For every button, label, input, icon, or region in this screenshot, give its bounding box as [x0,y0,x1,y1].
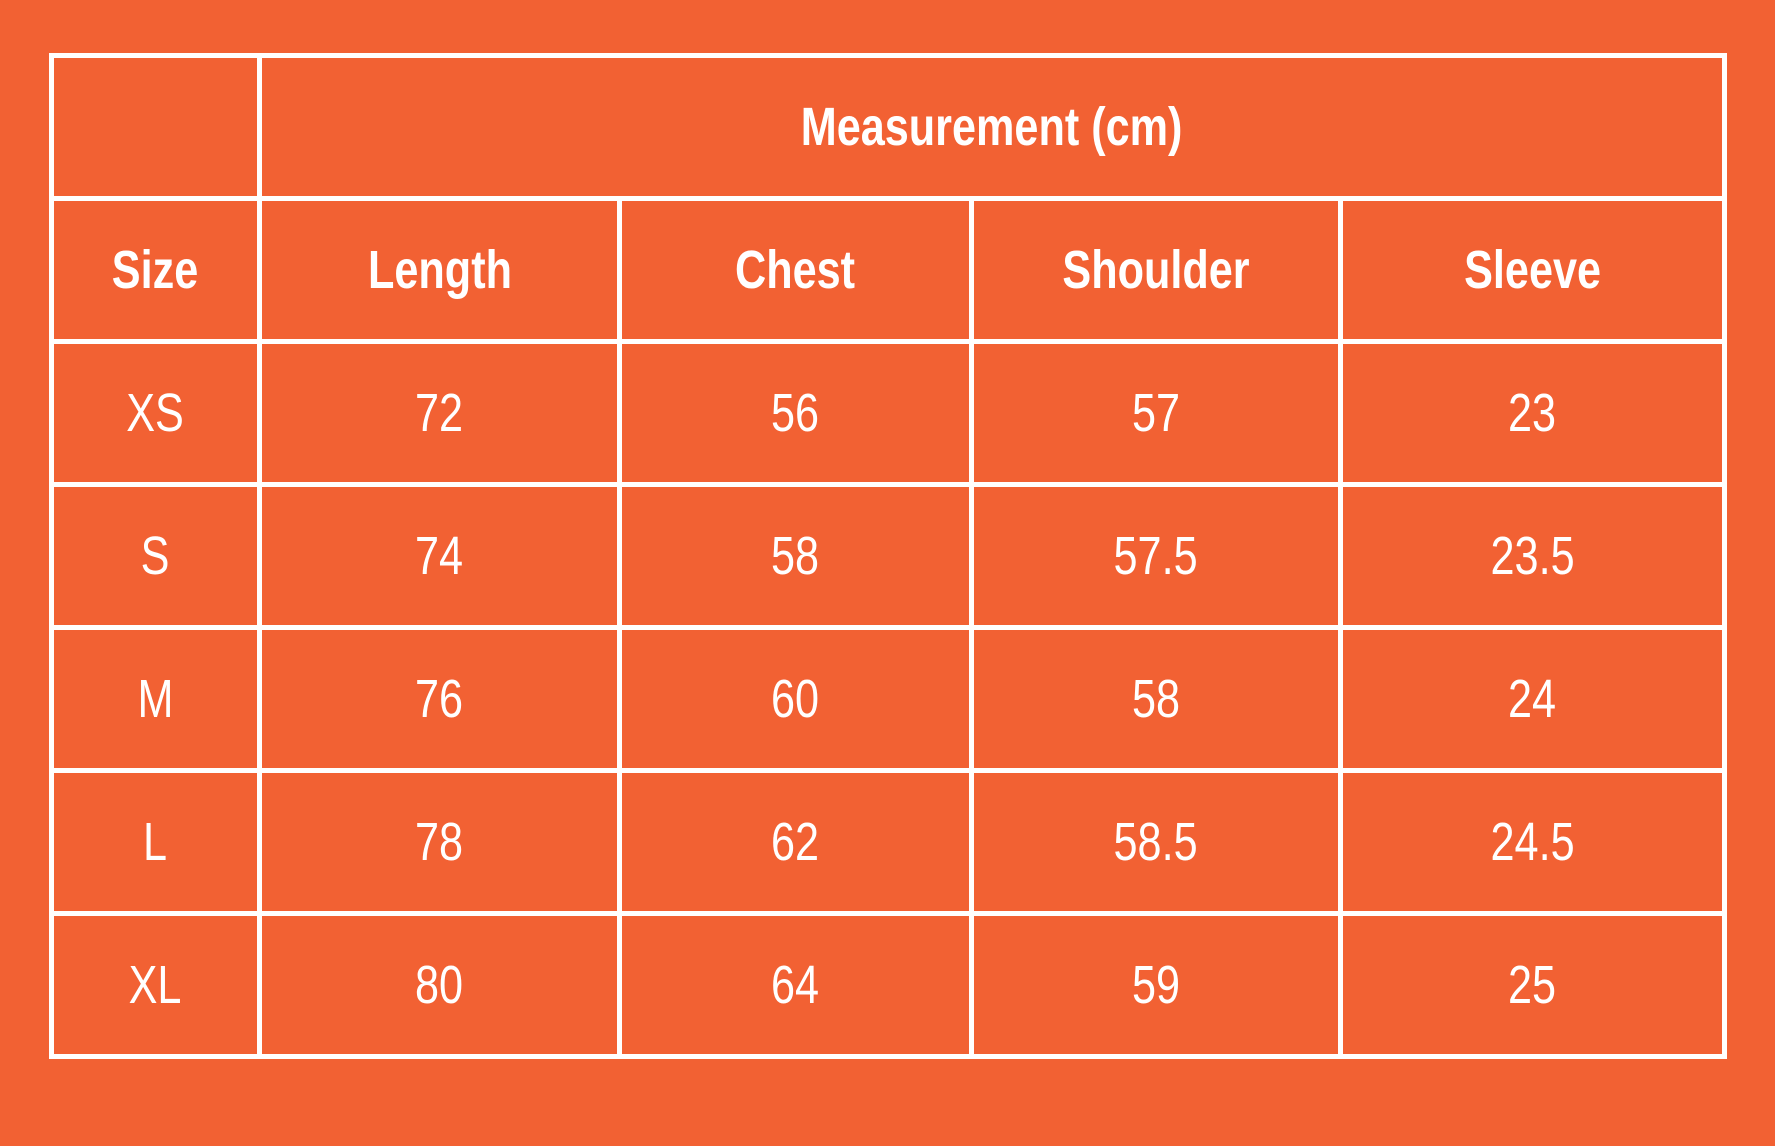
cell-value: 62 [771,812,820,872]
table-cell: 72 [257,339,622,487]
table-cell: L [49,768,262,916]
column-header-label: Size [112,240,199,300]
table-cell: 57 [969,339,1343,487]
table-cell: 62 [617,768,974,916]
table-cell: 58.5 [969,768,1343,916]
cell-value: 58 [1131,669,1181,729]
empty-corner-cell [49,53,262,201]
column-header-label: Chest [735,240,856,300]
column-header-length: Length [257,196,622,344]
table-row: S 74 58 57.5 23.5 [49,482,1727,630]
table-row: XS 72 56 57 23 [49,339,1727,487]
cell-value: XL [129,955,182,1015]
size-chart-table: Measurement (cm) Size Length Chest Shoulder… [49,53,1727,1059]
column-header-row: Size Length Chest Shoulder Sleeve [49,196,1727,344]
cell-value: 25 [1508,955,1557,1015]
table-cell: 78 [257,768,622,916]
cell-value: M [137,669,174,729]
cell-value: XS [126,383,185,443]
table-cell: 56 [617,339,974,487]
cell-value: 24 [1508,669,1557,729]
table-cell: 57.5 [969,482,1343,630]
column-header-label: Length [367,240,512,300]
group-header-row: Measurement (cm) [49,53,1727,201]
measurement-header-cell: Measurement (cm) [257,53,1727,201]
table-row: M 76 60 58 24 [49,625,1727,773]
measurement-header: Measurement (cm) [801,97,1183,157]
cell-value: 24.5 [1490,812,1575,872]
cell-value: 58 [771,526,820,586]
column-header-shoulder: Shoulder [969,196,1343,344]
table-cell: XS [49,339,262,487]
cell-value: 64 [771,955,820,1015]
table-cell: 25 [1338,911,1727,1059]
column-header-chest: Chest [617,196,974,344]
table-cell: 60 [617,625,974,773]
table-cell: 23 [1338,339,1727,487]
cell-value: L [143,812,168,872]
cell-value: S [141,526,170,586]
cell-value: 78 [415,812,464,872]
table-cell: 24.5 [1338,768,1727,916]
table-cell: 74 [257,482,622,630]
table-cell: 24 [1338,625,1727,773]
column-header-size: Size [49,196,262,344]
table-cell: 58 [617,482,974,630]
cell-value: 58.5 [1113,812,1199,872]
cell-value: 74 [415,526,464,586]
table-cell: 59 [969,911,1343,1059]
column-header-label: Shoulder [1062,240,1250,300]
cell-value: 76 [415,669,464,729]
table-cell: 80 [257,911,622,1059]
cell-value: 56 [771,383,820,443]
cell-value: 23.5 [1490,526,1575,586]
cell-value: 23 [1508,383,1557,443]
table-cell: S [49,482,262,630]
table-row: XL 80 64 59 25 [49,911,1727,1059]
cell-value: 72 [415,383,464,443]
table-cell: M [49,625,262,773]
table-cell: XL [49,911,262,1059]
table-cell: 23.5 [1338,482,1727,630]
column-header-label: Sleeve [1464,240,1601,300]
column-header-sleeve: Sleeve [1338,196,1727,344]
cell-value: 57 [1131,383,1181,443]
table-cell: 76 [257,625,622,773]
cell-value: 59 [1131,955,1181,1015]
table-cell: 58 [969,625,1343,773]
table-cell: 64 [617,911,974,1059]
cell-value: 60 [771,669,820,729]
cell-value: 80 [415,955,464,1015]
table-row: L 78 62 58.5 24.5 [49,768,1727,916]
cell-value: 57.5 [1113,526,1199,586]
